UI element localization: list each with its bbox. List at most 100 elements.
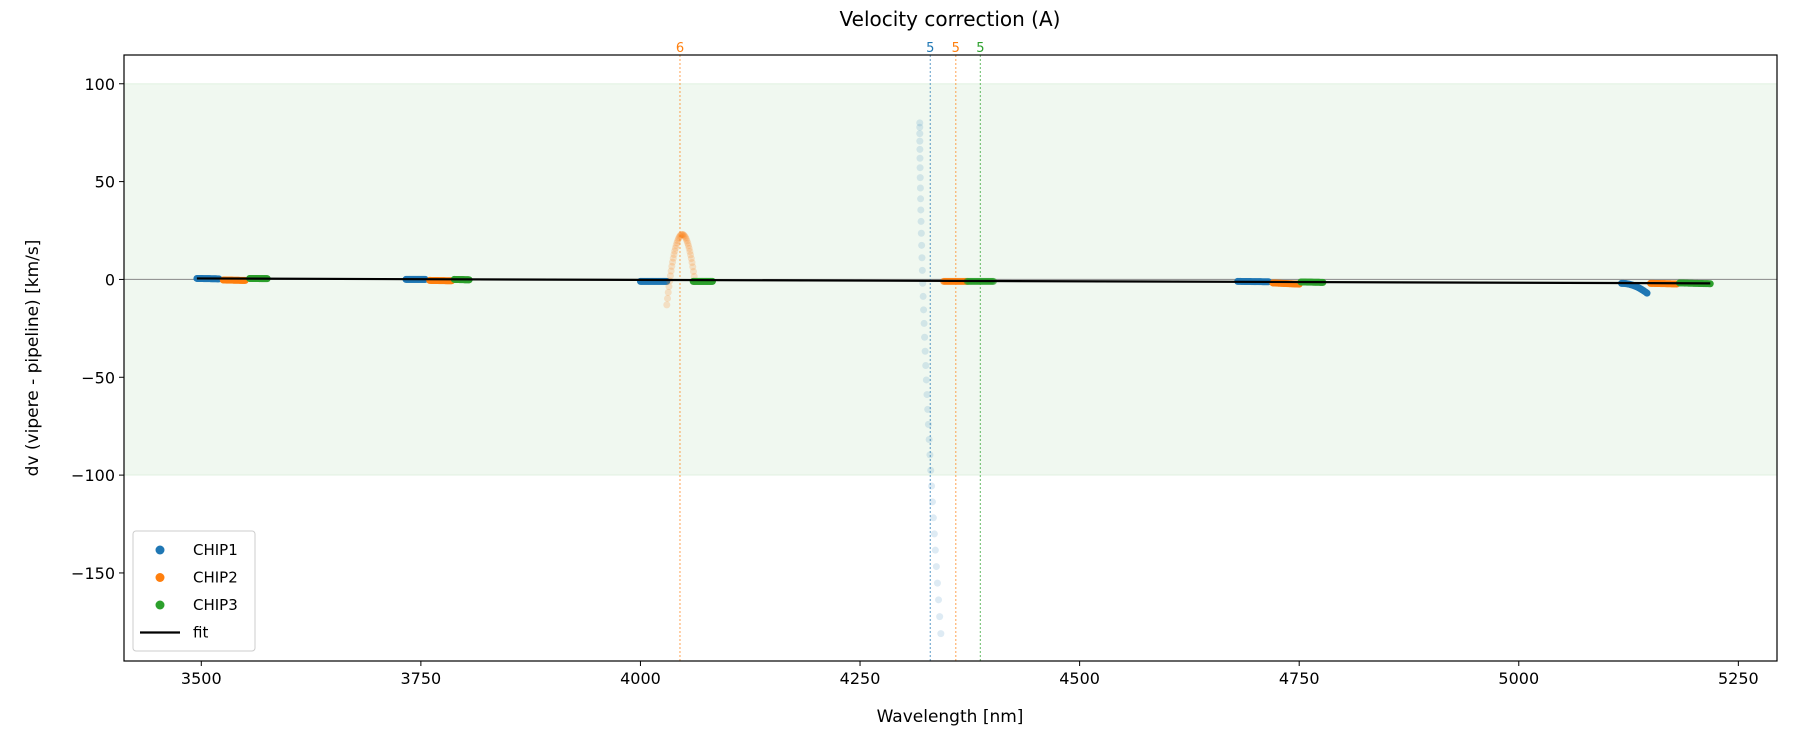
- y-tick-label: −100: [71, 466, 115, 485]
- line-marker-label: 5: [976, 41, 984, 56]
- data-point-chip1: [917, 195, 925, 203]
- data-point-chip1: [922, 362, 930, 370]
- data-point-chip2: [678, 230, 686, 238]
- y-tick-label: 50: [95, 173, 115, 192]
- data-point-chip1: [933, 579, 941, 587]
- data-point-chip1: [916, 164, 924, 172]
- data-point-chip2: [667, 267, 675, 275]
- data-point-chip1: [917, 217, 925, 225]
- data-point-chip2: [676, 231, 684, 239]
- data-point-chip1: [920, 306, 928, 314]
- data-point-chip2: [671, 244, 679, 252]
- data-point-chip2: [671, 247, 679, 255]
- y-tick-label: −150: [71, 564, 115, 583]
- legend-label: CHIP3: [193, 596, 238, 614]
- data-point-chip2: [677, 231, 685, 239]
- data-point-chip1: [928, 498, 936, 506]
- data-point-chip2: [674, 237, 682, 245]
- data-point-chip1: [925, 436, 933, 444]
- data-point-chip2: [665, 283, 673, 291]
- data-point-chip2: [679, 231, 687, 239]
- data-point-chip1: [936, 613, 944, 621]
- legend-label: CHIP2: [193, 569, 238, 587]
- data-point-chip2: [666, 272, 674, 280]
- legend-marker-chip1: [155, 545, 165, 555]
- data-point-chip1: [928, 482, 936, 490]
- y-tick-label: 0: [105, 270, 115, 289]
- data-point-chip3: [1706, 280, 1714, 288]
- y-tick-label: 100: [84, 75, 115, 94]
- data-point-chip2: [687, 251, 695, 259]
- legend-box: [132, 530, 256, 652]
- data-point-chip1: [929, 514, 937, 522]
- data-point-chip1: [931, 546, 939, 554]
- data-point-chip1: [918, 254, 926, 262]
- y-tick-label: −50: [81, 368, 115, 387]
- data-point-chip2: [669, 254, 677, 262]
- data-point-chip2: [673, 239, 681, 247]
- data-point-chip2: [679, 230, 687, 238]
- data-point-chip1: [927, 466, 935, 474]
- data-point-chip1: [916, 119, 924, 127]
- data-point-chip1: [923, 391, 931, 399]
- data-point-chip2: [664, 288, 672, 296]
- data-point-chip1: [926, 451, 934, 459]
- plot-area: 6 5 5 5: [123, 41, 1778, 661]
- x-tick-label: 4250: [840, 669, 881, 688]
- data-point-chip2: [674, 235, 682, 243]
- data-point-chip1: [932, 563, 940, 571]
- data-point-chip2: [676, 232, 684, 240]
- axes: 3500 3750 4000 4250 4500 4750 5000 5250 100 50 0 −5…: [71, 54, 1778, 688]
- data-point-chip1: [916, 137, 924, 145]
- x-tick-label: 4500: [1059, 669, 1100, 688]
- data-point-chip2: [683, 237, 691, 245]
- data-point-chip1: [930, 530, 938, 538]
- y-axis-label: dv (vipere - pipeline) [km/s]: [23, 240, 43, 477]
- data-point-chip1: [922, 376, 930, 384]
- data-point-chip2: [670, 251, 678, 259]
- line-marker-label: 5: [952, 41, 960, 56]
- data-point-chip2: [686, 247, 694, 255]
- data-point-chip2: [684, 242, 692, 250]
- data-point-chip2: [675, 233, 683, 241]
- x-tick-label: 5250: [1718, 669, 1759, 688]
- data-point-chip2: [663, 301, 671, 309]
- data-point-chip1: [916, 145, 924, 153]
- data-point-chip2: [672, 241, 680, 249]
- legend-label: fit: [193, 624, 208, 642]
- data-point-chip1: [918, 266, 926, 274]
- x-tick-label: 4000: [620, 669, 661, 688]
- legend-marker-chip3: [155, 600, 165, 610]
- x-tick-label: 5000: [1498, 669, 1539, 688]
- legend: CHIP1 CHIP2 CHIP3 fit: [132, 530, 256, 652]
- line-marker-label: 5: [926, 41, 934, 56]
- x-tick-label: 4750: [1279, 669, 1320, 688]
- x-axis-label: Wavelength [nm]: [877, 707, 1024, 727]
- data-point-chip2: [684, 239, 692, 247]
- data-point-chip2: [685, 244, 693, 252]
- data-point-chip2: [680, 231, 688, 239]
- data-point-chip1: [916, 184, 924, 192]
- x-tick-label: 3750: [401, 669, 442, 688]
- data-point-chip1: [916, 123, 924, 131]
- data-point-chip1: [937, 630, 945, 638]
- data-point-chip1: [916, 130, 924, 138]
- data-point-chip1: [919, 292, 927, 300]
- legend-marker-chip2: [155, 573, 165, 582]
- data-point-chip3: [708, 277, 716, 285]
- data-point-chip2: [668, 262, 676, 270]
- data-point-chip2: [682, 235, 690, 243]
- line-marker-label: 6: [676, 41, 684, 56]
- data-point-chip1: [920, 319, 928, 327]
- data-point-chip2: [688, 259, 696, 267]
- data-point-chip1: [935, 596, 943, 604]
- x-tick-label: 3500: [181, 669, 222, 688]
- data-point-chip1: [918, 241, 926, 249]
- data-point-chip2: [689, 263, 697, 271]
- data-point-chip1: [921, 333, 929, 341]
- data-point-chip1: [924, 420, 932, 428]
- data-point-chip2: [687, 255, 695, 263]
- data-point-chip2: [682, 234, 690, 242]
- data-point-chip2: [664, 294, 672, 302]
